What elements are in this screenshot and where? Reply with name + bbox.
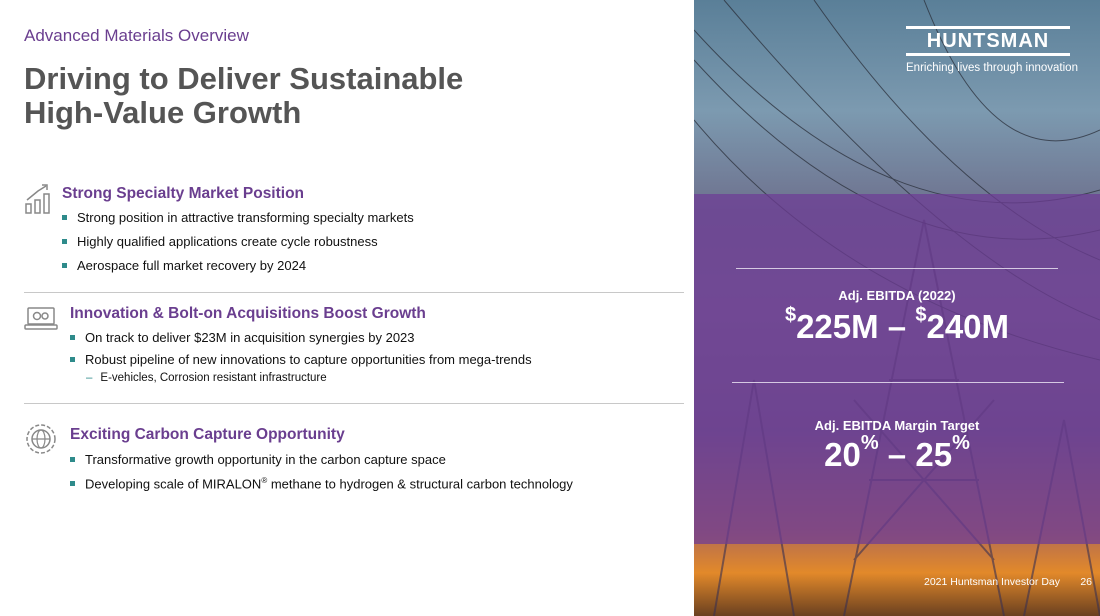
section-heading: Strong Specialty Market Position (62, 185, 305, 202)
kpi-rule (736, 268, 1058, 269)
bullet-item: Strong position in attractive transformi… (62, 210, 414, 225)
section-heading: Exciting Carbon Capture Opportunity (70, 426, 345, 443)
bullet-marker (62, 215, 67, 221)
margin-label: Adj. EBITDA Margin Target (814, 418, 980, 433)
page-number: 26 (1080, 576, 1092, 588)
bullet-marker (62, 263, 67, 269)
bullet-item: On track to deliver $23M in acquisition … (70, 330, 415, 345)
bullet-marker (70, 357, 75, 363)
section-divider (24, 403, 684, 404)
content-panel: Advanced Materials Overview Driving to D… (24, 26, 684, 502)
bullet-item: Developing scale of MIRALON® methane to … (70, 476, 573, 491)
laptop-gears-icon (24, 307, 58, 330)
footer-event: 2021 Huntsman Investor Day (924, 576, 1060, 588)
section-market-position: Strong Specialty Market Position Strong … (24, 182, 684, 282)
bullet-marker (70, 457, 75, 463)
brand-tagline: Enriching lives through innovation (906, 62, 1078, 74)
ebitda-value: $225M – $240M (784, 304, 1010, 345)
margin-value: 20% – 25% (824, 432, 970, 473)
bullet-item: Robust pipeline of new innovations to ca… (70, 352, 532, 367)
bullet-marker (70, 481, 75, 487)
page-title: Driving to Deliver Sustainable High-Valu… (24, 62, 584, 130)
section-eyebrow: Advanced Materials Overview (24, 26, 249, 45)
section-carbon-capture: Exciting Carbon Capture Opportunity Tran… (24, 422, 684, 502)
section-divider (24, 292, 684, 293)
section-innovation: Innovation & Bolt-on Acquisitions Boost … (24, 302, 684, 392)
bullet-item: Aerospace full market recovery by 2024 (62, 258, 306, 273)
bullet-marker (62, 239, 67, 245)
bullet-marker (70, 335, 75, 341)
bullet-item: Transformative growth opportunity in the… (70, 452, 446, 467)
sub-bullet-item: – E-vehicles, Corrosion resistant infrast… (86, 372, 327, 384)
bar-chart-icon (25, 184, 50, 214)
bullet-item: Highly qualified applications create cyc… (62, 234, 378, 249)
kpi-rule (732, 382, 1064, 383)
title-line-2: High-Value Growth (24, 95, 302, 130)
kpi-overlay (694, 194, 1100, 544)
section-heading: Innovation & Bolt-on Acquisitions Boost … (70, 305, 426, 322)
title-line-1: Driving to Deliver Sustainable (24, 61, 464, 96)
globe-gear-icon (26, 424, 56, 454)
sub-bullet-marker: – (86, 372, 93, 384)
huntsman-logo: HUNTSMAN (906, 26, 1070, 56)
kpi-panel: HUNTSMAN Enriching lives through innovat… (694, 0, 1100, 616)
ebitda-label: Adj. EBITDA (2022) (838, 288, 956, 303)
registered-mark: ® (261, 476, 268, 485)
